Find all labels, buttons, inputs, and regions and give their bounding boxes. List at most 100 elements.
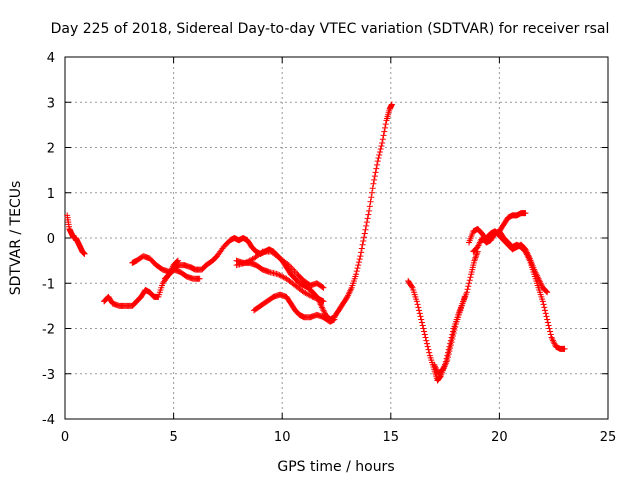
- data-point-marker: [376, 149, 383, 156]
- data-point-marker: [355, 259, 362, 266]
- data-point-marker: [451, 327, 458, 334]
- x-axis-label: GPS time / hours: [277, 459, 394, 475]
- y-tick-label: -4: [42, 413, 55, 428]
- data-point-marker: [448, 339, 455, 346]
- data-point-marker: [464, 286, 471, 293]
- data-point-marker: [447, 342, 454, 349]
- data-point-marker: [415, 304, 422, 311]
- data-point-marker: [547, 331, 554, 338]
- data-segment: [431, 293, 468, 377]
- data-point-marker: [366, 203, 373, 210]
- data-point-marker: [372, 169, 379, 176]
- data-point-marker: [357, 253, 364, 260]
- data-point-marker: [369, 185, 376, 192]
- data-point-marker: [378, 142, 385, 149]
- data-point-marker: [353, 268, 360, 275]
- data-point-marker: [174, 257, 181, 264]
- data-segment: [465, 210, 529, 246]
- data-point-marker: [522, 210, 529, 217]
- data-point-marker: [174, 258, 181, 265]
- data-point-marker: [546, 325, 553, 332]
- data-point-marker: [447, 345, 454, 352]
- data-point-marker: [354, 265, 361, 272]
- data-point-marker: [374, 161, 381, 168]
- data-point-marker: [371, 173, 378, 180]
- x-tick-label: 0: [61, 430, 69, 445]
- data-point-marker: [463, 289, 470, 296]
- data-point-marker: [366, 207, 373, 214]
- data-point-marker: [355, 262, 362, 269]
- data-point-marker: [320, 284, 327, 291]
- data-point-marker: [446, 348, 453, 355]
- data-point-marker: [382, 121, 389, 128]
- data-point-marker: [561, 345, 568, 352]
- data-point-marker: [461, 293, 468, 300]
- x-tick-label: 10: [274, 430, 291, 445]
- data-point-marker: [368, 189, 375, 196]
- data-point-marker: [421, 328, 428, 335]
- data-point-marker: [418, 319, 425, 326]
- data-point-marker: [380, 132, 387, 139]
- data-point-marker: [408, 283, 415, 290]
- data-point-marker: [81, 250, 88, 257]
- data-point-marker: [541, 304, 548, 311]
- data-point-marker: [382, 124, 389, 131]
- x-tick-label: 25: [600, 430, 617, 445]
- data-point-marker: [370, 180, 377, 187]
- data-segment: [479, 228, 551, 296]
- data-point-marker: [379, 136, 386, 143]
- data-point-marker: [424, 340, 430, 347]
- data-point-marker: [424, 343, 431, 350]
- data-point-marker: [416, 307, 423, 314]
- y-tick-label: 1: [47, 187, 55, 202]
- data-point-marker: [539, 298, 546, 305]
- data-point-marker: [452, 323, 459, 330]
- data-point-marker: [416, 310, 423, 317]
- data-point-marker: [419, 322, 426, 329]
- data-point-marker: [421, 331, 428, 338]
- data-point-marker: [368, 194, 375, 201]
- data-point-marker: [365, 211, 372, 218]
- data-point-marker: [544, 316, 551, 323]
- data-point-marker: [547, 328, 554, 335]
- data-series-rsal: [64, 101, 568, 384]
- data-point-marker: [363, 219, 370, 226]
- data-point-marker: [320, 298, 327, 305]
- data-point-marker: [423, 337, 430, 344]
- data-point-marker: [425, 346, 432, 353]
- data-segment: [129, 253, 203, 282]
- data-point-marker: [413, 298, 420, 305]
- data-point-marker: [319, 284, 326, 291]
- data-point-marker: [356, 256, 363, 263]
- data-point-marker: [544, 289, 551, 296]
- y-tick-label: 4: [47, 51, 55, 66]
- x-tick-label: 15: [383, 430, 400, 445]
- y-tick-label: -3: [42, 368, 55, 383]
- data-point-marker: [542, 307, 549, 314]
- y-tick-label: 3: [47, 96, 55, 111]
- data-point-marker: [196, 275, 203, 282]
- data-point-marker: [376, 152, 383, 159]
- data-point-marker: [445, 351, 452, 358]
- data-point-marker: [371, 176, 378, 183]
- data-point-marker: [358, 245, 365, 252]
- data-point-marker: [422, 334, 429, 341]
- data-point-marker: [467, 274, 474, 281]
- data-point-marker: [449, 336, 456, 343]
- data-segment: [64, 212, 88, 257]
- data-point-marker: [361, 230, 368, 237]
- data-point-marker: [284, 261, 291, 268]
- data-point-marker: [375, 155, 382, 162]
- data-point-marker: [364, 215, 371, 222]
- data-point-marker: [381, 128, 388, 135]
- x-tick-label: 5: [169, 430, 177, 445]
- data-point-marker: [373, 165, 380, 172]
- data-point-marker: [465, 283, 472, 290]
- data-point-marker: [543, 313, 550, 320]
- data-point-marker: [359, 241, 366, 248]
- data-point-marker: [465, 280, 472, 287]
- y-tick-label: -2: [42, 323, 55, 338]
- chart-title: Day 225 of 2018, Sidereal Day-to-day VTE…: [51, 21, 610, 37]
- data-point-marker: [362, 226, 369, 233]
